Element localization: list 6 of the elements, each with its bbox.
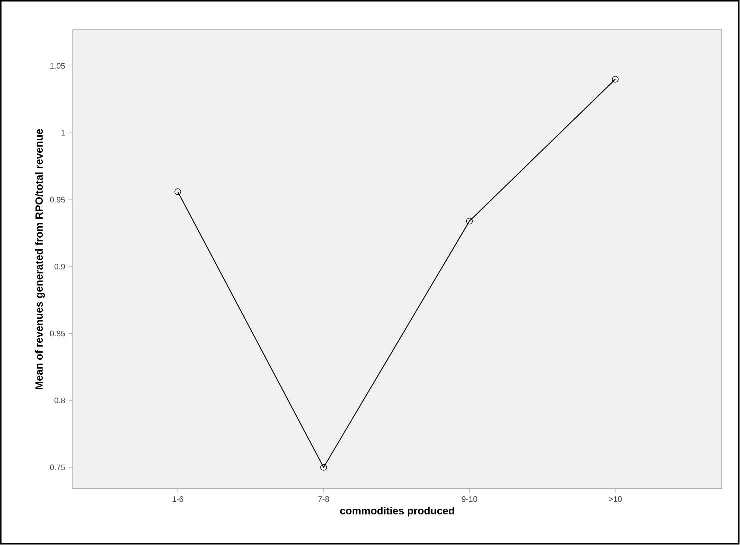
- point: [174, 188, 182, 196]
- point: [320, 464, 328, 471]
- point: [466, 218, 474, 225]
- y-axis-title: Mean of revenues generated from RPO/total revenue: [35, 129, 46, 390]
- x-axis-title: commodities produced: [340, 506, 454, 517]
- point: [612, 76, 619, 83]
